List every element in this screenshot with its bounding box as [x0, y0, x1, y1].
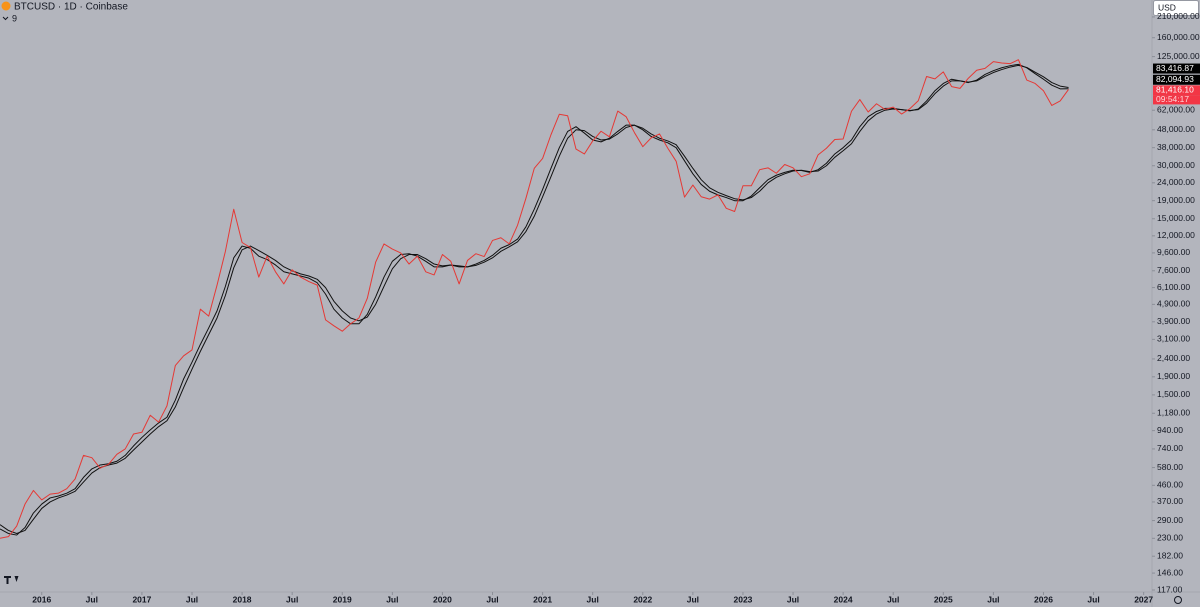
x-tick-label: 2021: [533, 594, 552, 604]
x-tick-label: 2019: [333, 594, 352, 604]
price-line: [0, 64, 1069, 534]
y-tick-label: 210,000.00: [1157, 11, 1200, 21]
chart-title: BTCUSD · 1D · Coinbase: [14, 2, 128, 13]
y-tick-label: 370.00: [1157, 496, 1183, 506]
y-tick-label: 24,000.00: [1157, 177, 1195, 187]
x-tick-label: Jul: [286, 594, 298, 604]
x-tick-label: 2023: [733, 594, 752, 604]
y-tick-label: 15,000.00: [1157, 213, 1195, 223]
y-tick-label: 12,000.00: [1157, 230, 1195, 240]
collapse-chevron[interactable]: [2, 16, 9, 21]
price-line: [0, 63, 1069, 536]
y-tick-label: 160,000.00: [1157, 32, 1200, 42]
y-tick-label: 290.00: [1157, 515, 1183, 525]
currency-button[interactable]: [1153, 0, 1199, 16]
settings-icon[interactable]: [1174, 596, 1182, 604]
x-tick-label: 2026: [1034, 594, 1053, 604]
x-tick-label: Jul: [1087, 594, 1099, 604]
y-tick-label: 1,180.00: [1157, 407, 1190, 417]
y-tick-label: 7,600.00: [1157, 265, 1190, 275]
y-tick-label: 62,000.00: [1157, 104, 1195, 114]
y-tick-label: 9,600.00: [1157, 247, 1190, 257]
x-tick-label: 2022: [633, 594, 652, 604]
price-label-box: [1153, 85, 1200, 96]
indicator-count[interactable]: 9: [12, 13, 17, 23]
currency-label[interactable]: USD: [1158, 2, 1176, 12]
y-tick-label: 460.00: [1157, 480, 1183, 490]
x-tick-label: 2020: [433, 594, 452, 604]
y-tick-label: 30,000.00: [1157, 160, 1195, 170]
x-tick-label: 2017: [132, 594, 151, 604]
y-tick-label: 3,900.00: [1157, 316, 1190, 326]
price-label-box: [1153, 63, 1200, 74]
x-tick-label: Jul: [787, 594, 799, 604]
y-tick-label: 117.00: [1157, 584, 1183, 594]
y-tick-label: 1,500.00: [1157, 389, 1190, 399]
y-tick-label: 48,000.00: [1157, 124, 1195, 134]
price-label-box: [1153, 74, 1200, 85]
y-tick-label: 3,100.00: [1157, 334, 1190, 344]
y-tick-label: 230.00: [1157, 533, 1183, 543]
y-tick-label: 940.00: [1157, 425, 1183, 435]
y-tick-label: 1,900.00: [1157, 371, 1190, 381]
axes: 210,000.00 160,000.00 125,000.00 62,000.00 4…: [32, 11, 1200, 604]
x-tick-label: 2024: [834, 594, 853, 604]
x-tick-label: 2018: [233, 594, 252, 604]
x-tick-label: Jul: [587, 594, 599, 604]
x-tick-label: Jul: [987, 594, 999, 604]
x-tick-label: Jul: [486, 594, 498, 604]
x-tick-label: 2016: [32, 594, 51, 604]
x-tick-label: Jul: [386, 594, 398, 604]
countdown: 09:54:17: [1156, 94, 1189, 104]
y-tick-label: 125,000.00: [1157, 51, 1200, 61]
x-tick-label: 2027: [1134, 594, 1153, 604]
y-tick-label: 146.00: [1157, 567, 1183, 577]
y-tick-label: 2,400.00: [1157, 353, 1190, 363]
tradingview-logo[interactable]: [4, 576, 19, 584]
price-line: [0, 59, 1069, 539]
price-label: 82,094.93: [1156, 74, 1194, 84]
price-label: 81,416.10: [1156, 85, 1194, 95]
x-tick-label: 2025: [934, 594, 953, 604]
y-tick-label: 182.00: [1157, 550, 1183, 560]
x-tick-label: Jul: [687, 594, 699, 604]
symbol-icon: [1, 1, 11, 11]
y-tick-label: 19,000.00: [1157, 195, 1195, 205]
x-tick-label: Jul: [186, 594, 198, 604]
price-label: 83,416.87: [1156, 63, 1194, 73]
y-tick-label: 4,900.00: [1157, 299, 1190, 309]
countdown-box: [1153, 95, 1200, 105]
x-tick-label: Jul: [86, 594, 98, 604]
y-tick-label: 6,100.00: [1157, 282, 1190, 292]
plot-area: [0, 59, 1069, 539]
y-tick-label: 580.00: [1157, 462, 1183, 472]
y-tick-label: 740.00: [1157, 443, 1183, 453]
y-tick-label: 38,000.00: [1157, 142, 1195, 152]
x-tick-label: Jul: [887, 594, 899, 604]
